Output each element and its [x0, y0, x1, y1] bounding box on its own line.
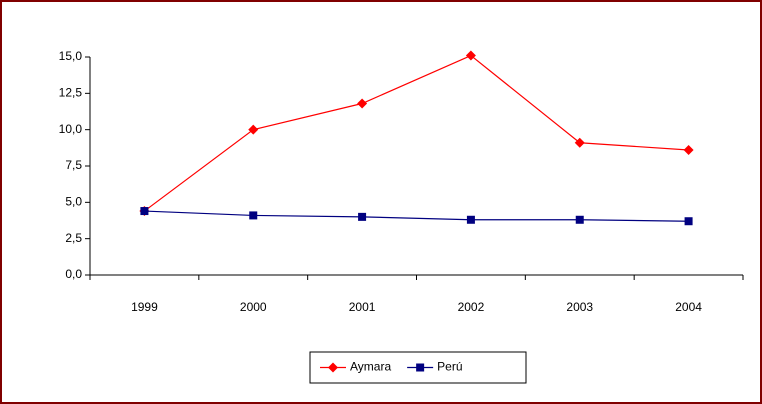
y-tick-label: 7,5 [65, 158, 82, 172]
marker [574, 137, 585, 148]
y-tick-label: 10,0 [59, 122, 83, 136]
marker [248, 124, 259, 135]
marker [328, 362, 338, 373]
series-line [144, 54, 689, 212]
marker [357, 98, 368, 109]
marker [466, 215, 475, 224]
y-tick-label: 5,0 [65, 195, 82, 209]
marker [683, 145, 694, 156]
x-tick-label: 2003 [566, 300, 593, 314]
marker [140, 207, 149, 216]
marker [575, 215, 584, 224]
x-tick-label: 2002 [458, 300, 485, 314]
marker [358, 212, 367, 221]
marker [465, 50, 476, 61]
marker [249, 211, 258, 220]
y-tick-label: 15,0 [59, 49, 83, 63]
x-tick-label: 2000 [240, 300, 267, 314]
x-tick-label: 2001 [349, 300, 376, 314]
marker [416, 363, 425, 372]
y-tick-label: 12,5 [59, 86, 83, 100]
marker [684, 217, 693, 226]
legend-label: Aymara [350, 360, 391, 374]
legend: Aymara Perú [309, 351, 527, 384]
legend-label: Perú [437, 360, 462, 374]
x-tick-label: 1999 [131, 300, 158, 314]
y-tick-label: 0,0 [65, 267, 82, 281]
series-line [144, 210, 689, 222]
x-tick-label: 2004 [675, 300, 702, 314]
y-tick-label: 2,5 [65, 231, 82, 245]
